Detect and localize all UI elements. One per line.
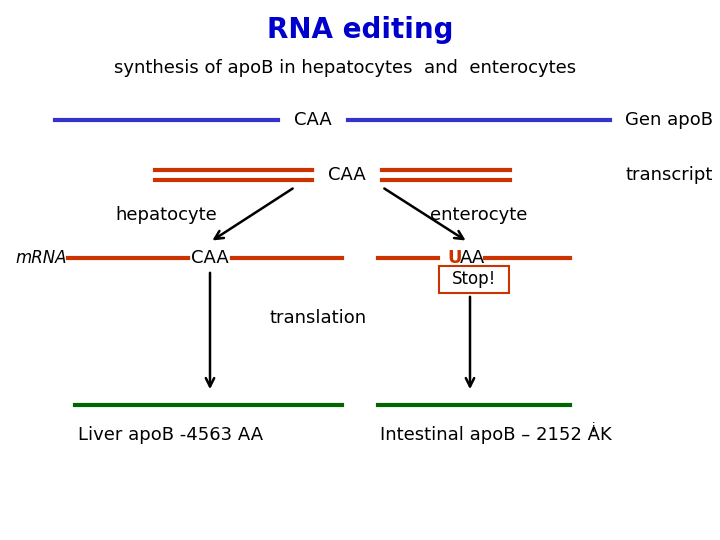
FancyBboxPatch shape <box>439 266 509 293</box>
Text: CAA: CAA <box>191 249 229 267</box>
Text: i: i <box>592 422 595 435</box>
Text: Stop!: Stop! <box>452 271 496 288</box>
Text: U: U <box>447 249 462 267</box>
Text: enterocyte: enterocyte <box>430 206 527 224</box>
Text: Intestinal apoB – 2152 AK: Intestinal apoB – 2152 AK <box>380 426 612 444</box>
Text: transcript: transcript <box>625 166 712 184</box>
Text: Gen apoB: Gen apoB <box>625 111 713 129</box>
Text: hepatocyte: hepatocyte <box>115 206 217 224</box>
Text: translation: translation <box>269 309 366 327</box>
Text: CAA: CAA <box>294 111 332 129</box>
Text: CAA: CAA <box>328 166 366 184</box>
Text: Liver apoB -4563 AA: Liver apoB -4563 AA <box>78 426 263 444</box>
Text: mRNA: mRNA <box>15 249 66 267</box>
Text: synthesis of apoB in hepatocytes  and  enterocytes: synthesis of apoB in hepatocytes and ent… <box>114 59 576 77</box>
Text: AA: AA <box>460 249 485 267</box>
Text: RNA editing: RNA editing <box>266 16 454 44</box>
